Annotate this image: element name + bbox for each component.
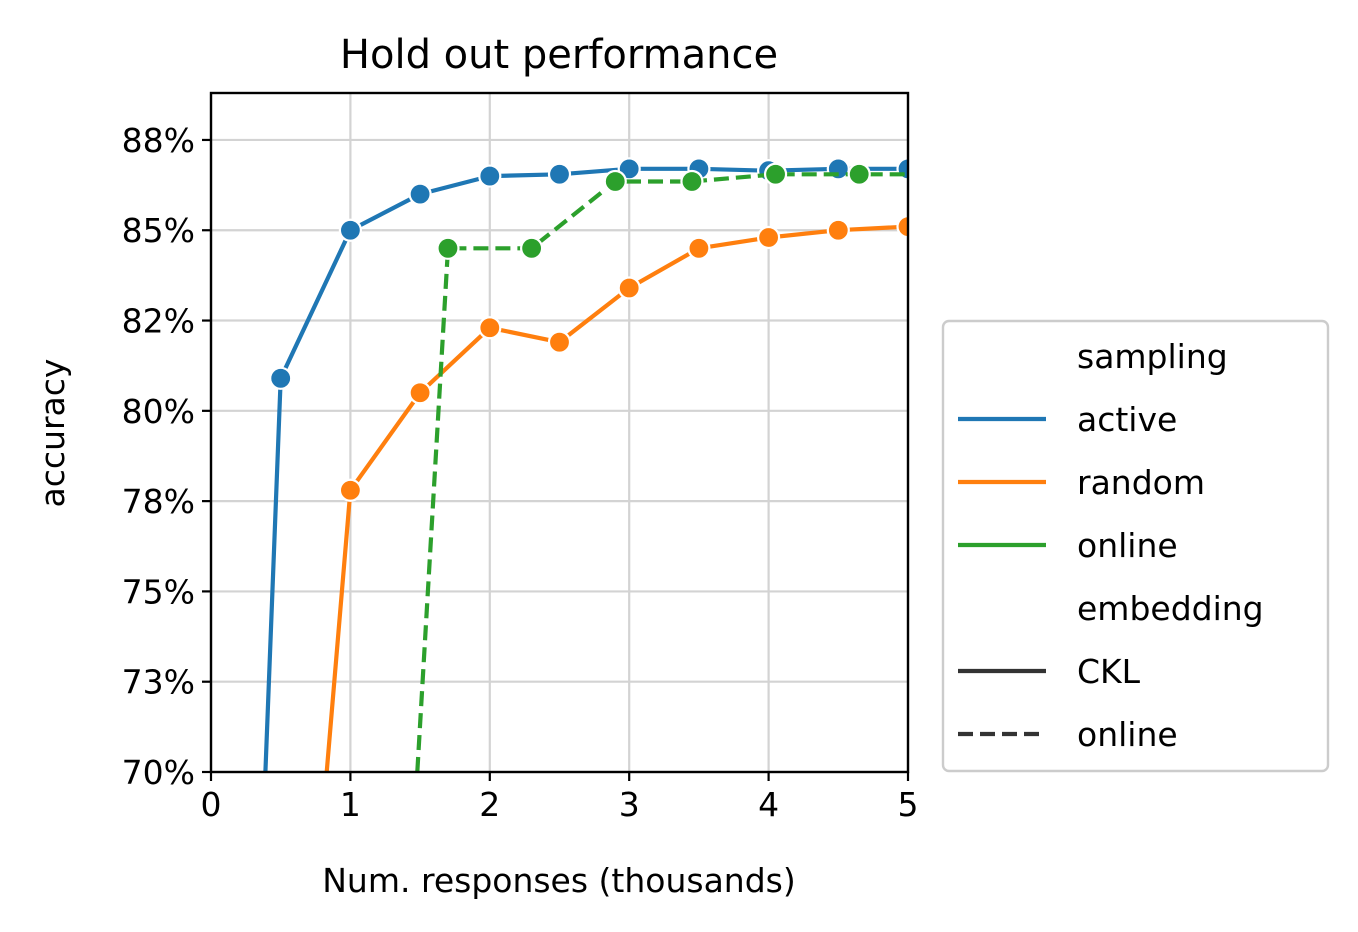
data-point-online <box>436 236 460 260</box>
data-point-active <box>269 366 293 390</box>
legend-label-style-CKL: CKL <box>1077 652 1141 691</box>
data-point-random <box>687 236 711 260</box>
data-point-random <box>547 330 572 354</box>
x-tick-label: 5 <box>898 785 919 824</box>
data-point-online <box>603 169 627 194</box>
legend: sampling active random online embedding CKL on… <box>941 319 1330 773</box>
series-line-random <box>324 224 908 772</box>
axes-layer: 0 1 2 3 4 5 70% 73% 75% 78% 80% 82% 85% 88% <box>122 91 919 824</box>
data-point-random <box>896 215 908 239</box>
y-tick-label: 88% <box>122 121 195 160</box>
y-tick-label: 78% <box>122 482 195 521</box>
legend-label-style-online: online <box>1077 715 1178 754</box>
y-tick-label: 70% <box>122 753 195 792</box>
data-point-random <box>408 381 432 405</box>
data-point-random <box>756 225 781 250</box>
y-tick-label: 75% <box>122 572 195 611</box>
series-line-online <box>415 172 908 772</box>
chart-title: Hold out performance <box>340 32 778 78</box>
x-tick-label: 2 <box>479 785 500 824</box>
data-point-active <box>478 164 502 188</box>
data-point-online <box>763 162 788 186</box>
legend-label-active: active <box>1077 400 1177 439</box>
data-point-random <box>617 276 641 300</box>
data-point-active <box>547 162 572 186</box>
grid-layer <box>209 93 910 774</box>
plot-layer <box>263 157 908 772</box>
legend-box <box>941 319 1330 773</box>
y-tick-label: 85% <box>122 211 195 250</box>
legend-title-embedding: embedding <box>1077 589 1264 628</box>
x-tick-label: 3 <box>619 785 640 824</box>
plot-frame <box>209 91 910 774</box>
data-point-active <box>338 218 362 242</box>
legend-label-random: random <box>1077 463 1205 502</box>
data-point-random <box>478 316 502 340</box>
legend-title-sampling: sampling <box>1077 337 1228 376</box>
y-tick-label: 82% <box>122 302 195 341</box>
y-tick-label: 73% <box>122 663 195 702</box>
data-point-active <box>408 182 432 206</box>
y-axis-title: accuracy <box>33 359 72 508</box>
data-point-random <box>826 218 850 242</box>
y-tick-label: 80% <box>122 392 195 431</box>
x-tick-label: 1 <box>340 785 361 824</box>
data-point-online <box>847 162 871 186</box>
legend-label-online: online <box>1077 526 1178 565</box>
x-tick-label: 4 <box>758 785 779 824</box>
x-tick-label: 0 <box>201 785 222 824</box>
data-point-online <box>680 169 704 194</box>
data-point-random <box>338 478 362 502</box>
x-axis-title: Num. responses (thousands) <box>322 861 795 900</box>
data-point-online <box>520 236 544 260</box>
